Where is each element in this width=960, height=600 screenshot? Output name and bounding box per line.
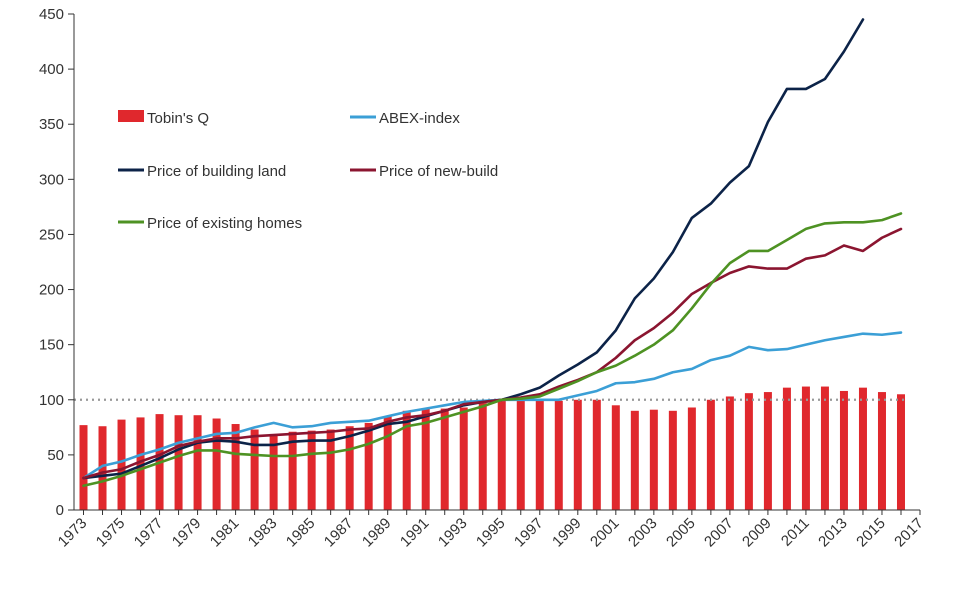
bar-1988 — [364, 422, 373, 510]
x-tick-label-1981: 1981 — [207, 515, 243, 551]
y-tick-label-0: 0 — [56, 502, 64, 519]
y-tick-label-250: 250 — [39, 226, 64, 243]
x-tick-label-1985: 1985 — [283, 515, 319, 551]
x-tick-label-2005: 2005 — [663, 515, 699, 551]
bar-1973 — [79, 425, 88, 510]
line-price-of-existing-homes — [82, 212, 903, 488]
bar-1979 — [193, 415, 202, 510]
x-tick-label-2015: 2015 — [853, 515, 889, 551]
bar-1986 — [326, 429, 335, 510]
x-tick-label-1975: 1975 — [93, 515, 129, 551]
x-tick-label-1993: 1993 — [435, 515, 471, 551]
bar-1980 — [212, 418, 221, 510]
y-tick-label-200: 200 — [39, 282, 64, 299]
y-tick-label-300: 300 — [39, 171, 64, 188]
x-tick-label-2007: 2007 — [701, 515, 737, 551]
bar-2003 — [649, 409, 658, 510]
bar-2011 — [801, 386, 810, 510]
x-tick-label-2011: 2011 — [778, 515, 813, 550]
bar-1985 — [307, 430, 316, 510]
bar-1974 — [98, 426, 107, 510]
x-tick-label-2017: 2017 — [891, 515, 927, 551]
x-tick-label-2013: 2013 — [815, 515, 851, 551]
bar-2002 — [630, 410, 639, 510]
bar-1991 — [421, 408, 430, 510]
bar-series-tobins-q — [79, 386, 905, 510]
x-tick-label-1995: 1995 — [473, 515, 509, 551]
line-price-of-new-build — [82, 227, 903, 480]
y-tick-label-350: 350 — [39, 116, 64, 133]
bar-1996 — [516, 399, 525, 510]
bar-1989 — [383, 416, 392, 510]
bar-2015 — [877, 392, 886, 510]
legend-label-price-of-new-build: Price of new-build — [379, 163, 498, 180]
line-abex-index — [82, 331, 903, 480]
bar-1997 — [535, 400, 544, 510]
bar-1981 — [231, 424, 240, 510]
x-tick-label-1991: 1991 — [397, 515, 433, 551]
bar-1993 — [459, 407, 468, 510]
x-tick-label-1977: 1977 — [131, 515, 167, 551]
legend-label-price-of-existing-homes: Price of existing homes — [147, 215, 302, 232]
bar-2004 — [668, 410, 677, 510]
bar-2014 — [858, 387, 867, 510]
bar-1999 — [573, 399, 582, 510]
x-tick-label-2009: 2009 — [739, 515, 775, 551]
bar-1998 — [554, 400, 563, 510]
bar-1978 — [174, 415, 183, 510]
bar-1992 — [440, 408, 449, 510]
bar-1987 — [345, 426, 354, 510]
y-tick-label-400: 400 — [39, 61, 64, 78]
legend-label-abex-index: ABEX-index — [379, 110, 460, 127]
bar-1984 — [288, 431, 297, 510]
bar-2000 — [592, 399, 601, 510]
x-tick-label-1983: 1983 — [245, 515, 281, 551]
bar-1995 — [497, 400, 506, 510]
legend: Tobin's Q ABEX-index Price of building lan… — [118, 110, 498, 232]
bar-2007 — [725, 396, 734, 510]
bar-2001 — [611, 405, 620, 510]
bar-2013 — [839, 390, 848, 510]
bar-1982 — [250, 429, 259, 510]
x-tick-label-2001: 2001 — [587, 515, 623, 551]
bar-2012 — [820, 386, 829, 510]
bar-2005 — [687, 407, 696, 510]
bar-2016 — [896, 394, 905, 510]
line-series-group — [82, 18, 903, 488]
x-tick-label-2003: 2003 — [625, 515, 661, 551]
bar-1994 — [478, 403, 487, 510]
bar-1990 — [402, 410, 411, 510]
x-tick-label-1999: 1999 — [549, 515, 585, 551]
x-tick-label-1979: 1979 — [169, 515, 205, 551]
legend-swatch-tobin-s-q — [118, 110, 144, 122]
bar-2010 — [782, 387, 791, 510]
bar-2006 — [706, 399, 715, 510]
y-tick-label-100: 100 — [39, 392, 64, 409]
x-tick-label-1987: 1987 — [321, 515, 357, 551]
legend-label-price-of-building-land: Price of building land — [147, 163, 286, 180]
bar-1983 — [269, 433, 278, 510]
y-tick-label-50: 50 — [47, 447, 64, 464]
x-tick-label-1989: 1989 — [359, 515, 395, 551]
y-tick-label-150: 150 — [39, 337, 64, 354]
x-tick-label-1997: 1997 — [511, 515, 547, 551]
legend-label-tobin-s-q: Tobin's Q — [147, 110, 209, 127]
bar-2009 — [763, 392, 772, 510]
y-tick-label-450: 450 — [39, 6, 64, 23]
bar-1976 — [136, 417, 145, 510]
x-tick-label-1973: 1973 — [55, 515, 91, 551]
bar-2008 — [744, 393, 753, 510]
bar-1975 — [117, 419, 126, 510]
